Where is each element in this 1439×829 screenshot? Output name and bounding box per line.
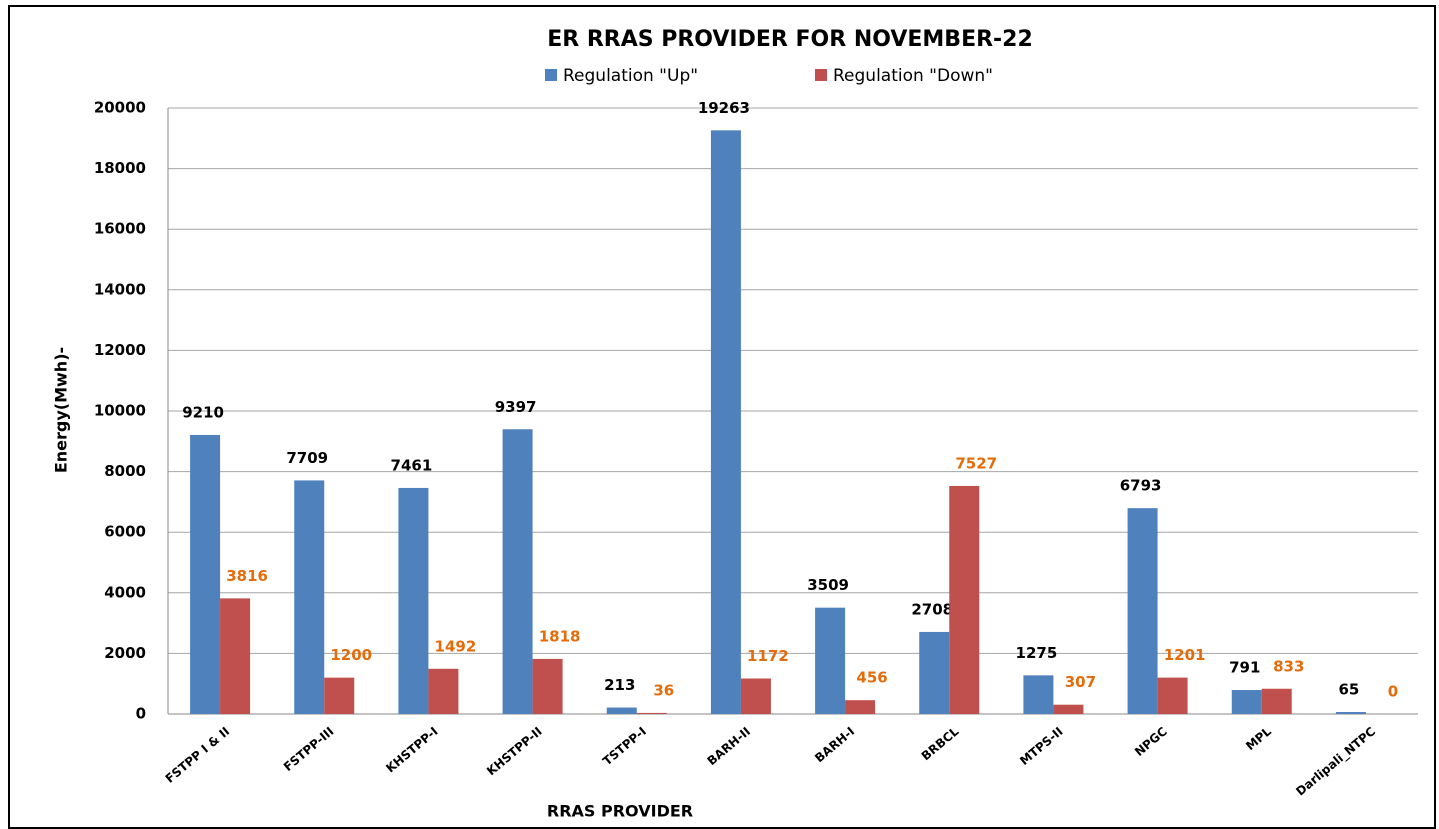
data-label: 1200 bbox=[330, 646, 372, 664]
x-axis-label: RRAS PROVIDER bbox=[547, 802, 693, 821]
y-tick-label: 18000 bbox=[94, 159, 146, 177]
bar bbox=[294, 480, 325, 714]
bar bbox=[636, 712, 667, 714]
y-axis-label: Energy(Mwh)- bbox=[52, 347, 71, 473]
bar bbox=[220, 598, 251, 714]
data-label: 1172 bbox=[747, 647, 789, 665]
legend-swatch bbox=[545, 69, 557, 81]
bar bbox=[845, 700, 876, 714]
bar bbox=[1335, 712, 1366, 714]
data-label: 833 bbox=[1273, 657, 1304, 675]
data-label: 791 bbox=[1229, 659, 1260, 677]
bar bbox=[815, 607, 846, 714]
data-label: 9397 bbox=[495, 398, 537, 416]
data-label: 36 bbox=[653, 681, 674, 699]
data-label: 3509 bbox=[807, 576, 849, 594]
legend-label: Regulation "Down" bbox=[833, 66, 993, 86]
data-label: 307 bbox=[1065, 673, 1096, 691]
bar bbox=[740, 678, 771, 714]
bar bbox=[190, 434, 221, 714]
data-label: 0 bbox=[1388, 683, 1398, 701]
bar bbox=[398, 487, 429, 714]
legend-swatch bbox=[815, 69, 827, 81]
data-label: 65 bbox=[1338, 681, 1359, 699]
y-tick-label: 14000 bbox=[94, 280, 146, 298]
bar bbox=[919, 631, 950, 714]
data-label: 7461 bbox=[391, 456, 433, 474]
bar bbox=[949, 485, 980, 714]
bar bbox=[1157, 677, 1188, 714]
data-label: 1275 bbox=[1016, 644, 1058, 662]
data-label: 19263 bbox=[698, 99, 750, 117]
bar bbox=[324, 677, 355, 714]
data-label: 7709 bbox=[286, 449, 328, 467]
y-tick-label: 2000 bbox=[104, 644, 146, 662]
y-tick-label: 12000 bbox=[94, 341, 146, 359]
data-label: 6793 bbox=[1120, 477, 1162, 495]
data-label: 456 bbox=[856, 669, 887, 687]
data-label: 1492 bbox=[435, 637, 477, 655]
y-tick-label: 20000 bbox=[94, 99, 146, 117]
bar bbox=[1261, 688, 1292, 714]
data-label: 3816 bbox=[226, 567, 268, 585]
y-tick-label: 10000 bbox=[94, 402, 146, 420]
data-label: 9210 bbox=[182, 403, 224, 421]
bar bbox=[606, 707, 637, 714]
bar bbox=[428, 668, 459, 714]
bar bbox=[1127, 508, 1158, 714]
y-tick-label: 4000 bbox=[104, 583, 146, 601]
bar bbox=[532, 658, 563, 714]
data-label: 7527 bbox=[955, 454, 997, 472]
bar bbox=[502, 429, 533, 714]
data-label: 1201 bbox=[1164, 646, 1206, 664]
legend-label: Regulation "Up" bbox=[563, 66, 698, 86]
y-tick-label: 6000 bbox=[104, 523, 146, 541]
bar bbox=[1053, 704, 1084, 714]
data-label: 2708 bbox=[911, 600, 953, 618]
y-tick-label: 8000 bbox=[104, 462, 146, 480]
y-tick-label: 16000 bbox=[94, 220, 146, 238]
bar bbox=[1023, 675, 1054, 714]
bar bbox=[710, 130, 741, 714]
chart-title: ER RRAS PROVIDER FOR NOVEMBER-22 bbox=[547, 27, 1033, 52]
y-tick-label: 0 bbox=[136, 705, 146, 723]
bar bbox=[1231, 690, 1262, 714]
data-label: 1818 bbox=[539, 627, 581, 645]
data-label: 213 bbox=[604, 676, 635, 694]
